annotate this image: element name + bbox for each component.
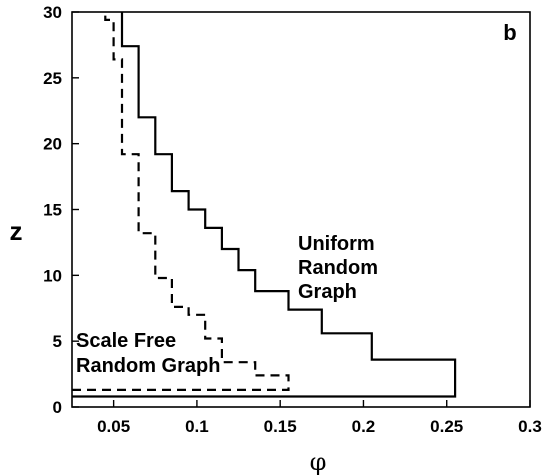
y-tick-label: 30: [43, 3, 62, 22]
uniform-series-label: Uniform Random Graph: [298, 233, 378, 303]
x-tick-label: 0.05: [97, 417, 130, 436]
series-group: [72, 12, 457, 398]
tick-group: 0.05 0.1 0.15 0.2 0.25 0.3 0 5 10 15 20 25 30: [43, 3, 542, 436]
uniform-label-line-1: Uniform: [298, 233, 375, 255]
scale-free-series-line: [72, 12, 290, 391]
x-tick-label: 0.15: [264, 417, 297, 436]
x-tick-label: 0.2: [352, 417, 376, 436]
y-axis-label: z: [10, 216, 23, 246]
y-tick-label: 10: [43, 266, 62, 285]
x-tick-label: 0.3: [518, 417, 542, 436]
uniform-series-line: [72, 12, 457, 398]
x-axis-label: φ: [310, 448, 327, 475]
y-tick-label: 5: [53, 332, 62, 351]
x-tick-label: 0.25: [430, 417, 463, 436]
uniform-label-line-3: Graph: [298, 281, 357, 303]
scale-free-label-line-1: Scale Free: [76, 330, 176, 352]
y-tick-label: 20: [43, 135, 62, 154]
y-tick-label: 25: [43, 69, 62, 88]
scale-free-series-label: Scale Free Random Graph: [76, 330, 220, 377]
uniform-label-line-2: Random: [298, 257, 378, 279]
panel-label: b: [503, 20, 516, 45]
scale-free-label-line-2: Random Graph: [76, 355, 220, 377]
y-tick-label: 15: [43, 201, 62, 220]
x-tick-label: 0.1: [185, 417, 209, 436]
y-tick-label: 0: [53, 398, 62, 417]
